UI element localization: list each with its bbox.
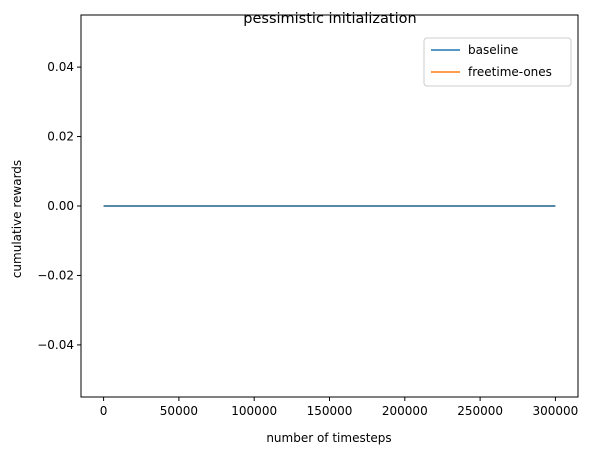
x-tick-label: 250000 [457, 404, 503, 418]
y-axis: −0.04 −0.02 0.00 0.02 0.04 [37, 60, 81, 352]
legend-label: freetime-ones [468, 65, 552, 79]
x-axis-label: number of timesteps [266, 431, 391, 445]
x-tick-label: 100000 [231, 404, 277, 418]
x-tick-label: 200000 [382, 404, 428, 418]
x-tick-label: 150000 [307, 404, 353, 418]
x-tick-label: 0 [100, 404, 108, 418]
legend-box [423, 37, 572, 87]
x-tick-label: 50000 [160, 404, 198, 418]
y-tick-label: 0.02 [47, 130, 74, 144]
y-tick-label: 0.04 [47, 60, 74, 74]
chart-title: pessimistic initialization [243, 11, 416, 27]
x-axis: 0 50000 100000 150000 200000 250000 300000 [100, 397, 579, 418]
y-axis-label: cumulative rewards [10, 160, 24, 278]
legend-label: baseline [468, 43, 518, 57]
legend: baseline freetime-ones [423, 37, 572, 87]
x-tick-label: 300000 [533, 404, 579, 418]
y-tick-label: 0.00 [47, 199, 74, 213]
y-tick-label: −0.04 [37, 338, 74, 352]
y-tick-label: −0.02 [37, 268, 74, 282]
